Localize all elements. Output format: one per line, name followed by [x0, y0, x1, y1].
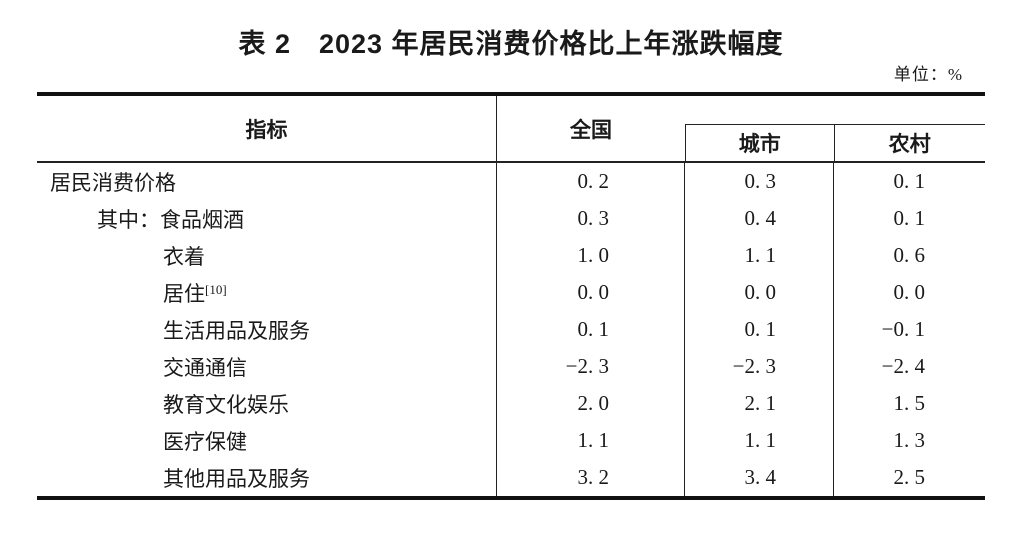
urban-value: 2. 1: [685, 385, 834, 422]
national-value: −2. 3: [497, 348, 685, 385]
column-header-national: 全国: [570, 118, 612, 142]
table-row: 其中：食品烟酒 0. 3 0. 4 0. 1: [37, 200, 985, 237]
table-title: 表 2 2023 年居民消费价格比上年涨跌幅度: [238, 29, 784, 59]
national-value: 0. 0: [497, 274, 685, 311]
subheader-group: 城市 农村: [685, 124, 985, 161]
indicator-label: 其中：食品烟酒: [97, 207, 244, 232]
urban-value: 0. 4: [685, 200, 834, 237]
rural-value: −0. 1: [881, 317, 925, 341]
unit-label: 单位：%: [893, 65, 963, 84]
national-value: 1. 0: [497, 237, 685, 274]
indicator-cell: 教育文化娱乐: [37, 385, 497, 422]
national-value: 0. 3: [497, 200, 685, 237]
column-header-urban: 城市: [686, 125, 835, 161]
table-row: 交通通信 −2. 3 −2. 3 −2. 4: [37, 348, 985, 385]
indicator-cell: 生活用品及服务: [37, 311, 497, 348]
indicator-cell: 衣着: [37, 237, 497, 274]
rural-value: −2. 4: [881, 354, 925, 378]
table-body: 居民消费价格 0. 2 0. 3 0. 1 其中：食品烟酒 0. 3 0. 4 …: [37, 163, 985, 496]
rural-value: 1. 3: [893, 428, 926, 452]
rural-value: 0. 6: [893, 243, 926, 267]
national-value: 3. 2: [497, 459, 685, 496]
indicator-label: 衣着: [163, 244, 205, 269]
national-value: 2. 0: [497, 385, 685, 422]
urban-value: 0. 0: [685, 274, 834, 311]
indicator-cell: 居住[10]: [37, 274, 497, 311]
table-row: 生活用品及服务 0. 1 0. 1 −0. 1: [37, 311, 985, 348]
national-value: 0. 1: [497, 311, 685, 348]
table-row: 衣着 1. 0 1. 1 0. 6: [37, 237, 985, 274]
column-header-rural: 农村: [888, 133, 931, 156]
price-change-table: 指标 全国 城市 农村 居民消费价格 0. 2 0. 3 0. 1 其中：食品烟…: [37, 92, 985, 500]
indicator-label: 居民消费价格: [50, 170, 176, 195]
rural-value: 2. 5: [893, 465, 926, 489]
urban-value: 0. 1: [685, 311, 834, 348]
rural-value: 0. 1: [893, 169, 926, 193]
urban-value: −2. 3: [685, 348, 834, 385]
national-value: 0. 2: [497, 163, 685, 200]
rural-value: 0. 1: [893, 206, 926, 230]
table-row: 医疗保健 1. 1 1. 1 1. 3: [37, 422, 985, 459]
indicator-label: 生活用品及服务: [163, 318, 310, 343]
footnote-ref: [10]: [205, 281, 227, 297]
indicator-label: 交通通信: [163, 355, 247, 380]
rural-value: 1. 5: [893, 391, 926, 415]
table-row: 教育文化娱乐 2. 0 2. 1 1. 5: [37, 385, 985, 422]
indicator-cell: 居民消费价格: [37, 163, 497, 200]
indicator-cell: 交通通信: [37, 348, 497, 385]
urban-value: 0. 3: [685, 163, 834, 200]
urban-value: 1. 1: [685, 237, 834, 274]
indicator-label: 教育文化娱乐: [163, 392, 289, 417]
column-header-indicator: 指标: [37, 96, 497, 161]
urban-value: 3. 4: [685, 459, 834, 496]
indicator-cell: 医疗保健: [37, 422, 497, 459]
indicator-label: 居住: [163, 281, 205, 306]
national-value: 1. 1: [497, 422, 685, 459]
rural-value: 0. 0: [893, 280, 926, 304]
indicator-label: 医疗保健: [163, 429, 247, 454]
indicator-label: 其他用品及服务: [163, 466, 310, 491]
table-row: 居住[10] 0. 0 0. 0 0. 0: [37, 274, 985, 311]
table-row: 其他用品及服务 3. 2 3. 4 2. 5: [37, 459, 985, 496]
table-header-row: 指标 全国 城市 农村: [37, 96, 985, 163]
urban-value: 1. 1: [685, 422, 834, 459]
indicator-cell: 其中：食品烟酒: [37, 200, 497, 237]
indicator-cell: 其他用品及服务: [37, 459, 497, 496]
table-row: 居民消费价格 0. 2 0. 3 0. 1: [37, 163, 985, 200]
